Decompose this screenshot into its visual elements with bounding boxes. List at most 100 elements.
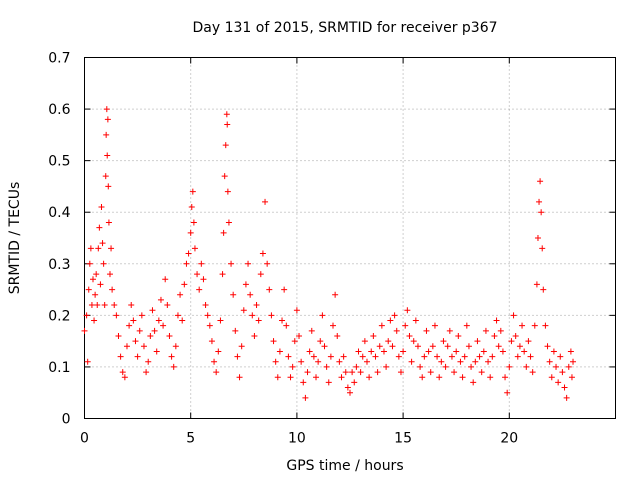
data-point — [91, 317, 98, 324]
data-point — [395, 353, 402, 360]
data-point — [308, 327, 315, 334]
data-point — [268, 312, 275, 319]
data-point — [550, 348, 557, 355]
data-point — [351, 379, 358, 386]
data-point — [363, 358, 370, 365]
data-point — [506, 363, 513, 370]
data-point — [108, 245, 115, 252]
data-point — [372, 353, 379, 360]
data-point — [493, 317, 500, 324]
data-point — [340, 353, 347, 360]
data-point — [83, 312, 90, 319]
data-point — [157, 296, 164, 303]
data-point — [100, 260, 107, 267]
data-point — [472, 358, 479, 365]
data-point — [387, 317, 394, 324]
data-point — [206, 322, 213, 329]
data-point — [523, 363, 530, 370]
data-point — [491, 332, 498, 339]
data-point — [130, 317, 137, 324]
data-point — [296, 332, 303, 339]
data-point — [103, 106, 110, 113]
y-axis-label: SRMTID / TECUs — [7, 182, 23, 295]
data-point — [544, 343, 551, 350]
data-point — [497, 327, 504, 334]
data-point — [525, 338, 532, 345]
data-point — [539, 245, 546, 252]
x-tick-label: 15 — [394, 431, 412, 447]
data-point — [402, 322, 409, 329]
data-point — [95, 245, 102, 252]
data-point — [344, 384, 351, 391]
data-point — [105, 219, 112, 226]
data-point — [527, 353, 534, 360]
data-point — [465, 343, 472, 350]
data-point — [376, 343, 383, 350]
data-point — [174, 312, 181, 319]
data-point — [132, 338, 139, 345]
data-point — [257, 271, 264, 278]
data-point — [385, 338, 392, 345]
data-point — [406, 332, 413, 339]
data-point — [147, 332, 154, 339]
data-point — [200, 276, 207, 283]
data-point — [357, 369, 364, 376]
data-point — [251, 332, 258, 339]
data-point — [538, 209, 545, 216]
data-point — [87, 245, 94, 252]
data-point — [349, 369, 356, 376]
data-point — [440, 338, 447, 345]
data-point — [563, 394, 570, 401]
data-point — [162, 276, 169, 283]
data-point — [529, 369, 536, 376]
data-point — [259, 250, 266, 257]
data-point — [242, 281, 249, 288]
data-point — [557, 353, 564, 360]
data-point — [417, 363, 424, 370]
data-point — [559, 369, 566, 376]
data-point — [321, 343, 328, 350]
data-point — [448, 353, 455, 360]
data-point — [495, 343, 502, 350]
data-point — [489, 353, 496, 360]
data-point — [222, 142, 229, 149]
data-point — [412, 317, 419, 324]
data-point — [342, 369, 349, 376]
data-point — [232, 327, 239, 334]
data-point — [126, 322, 133, 329]
data-point — [109, 286, 116, 293]
data-point — [123, 343, 130, 350]
data-point — [101, 302, 108, 309]
data-point — [457, 358, 464, 365]
data-point — [370, 332, 377, 339]
data-point — [516, 343, 523, 350]
data-point — [327, 353, 334, 360]
data-point — [293, 307, 300, 314]
data-point — [221, 173, 228, 180]
data-point — [383, 363, 390, 370]
data-point — [446, 327, 453, 334]
y-tick-label: 0.3 — [48, 257, 70, 273]
data-point — [128, 302, 135, 309]
data-point — [480, 348, 487, 355]
data-point — [183, 260, 190, 267]
data-point — [189, 188, 196, 195]
data-point — [325, 379, 332, 386]
data-point — [164, 302, 171, 309]
data-point — [438, 358, 445, 365]
data-point — [287, 374, 294, 381]
data-point — [99, 240, 106, 247]
data-point — [266, 286, 273, 293]
data-point — [190, 219, 197, 226]
data-point — [234, 353, 241, 360]
data-point — [225, 219, 232, 226]
data-point — [155, 317, 162, 324]
data-point — [168, 353, 175, 360]
data-point — [240, 307, 247, 314]
data-point — [521, 348, 528, 355]
data-point — [531, 322, 538, 329]
data-point — [188, 204, 195, 211]
data-point — [143, 369, 150, 376]
data-point — [211, 358, 218, 365]
